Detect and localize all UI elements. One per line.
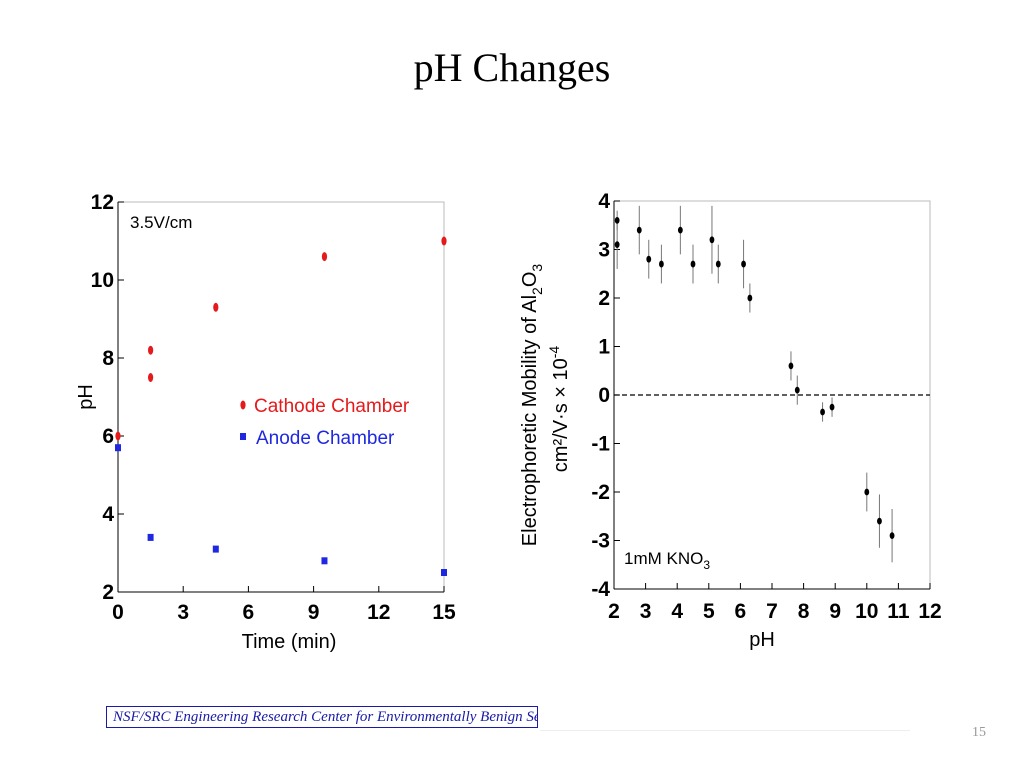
data-point (864, 488, 870, 496)
data-point (829, 403, 835, 411)
y-tick-label: 0 (598, 384, 610, 407)
legend-cathode-marker (240, 400, 246, 410)
x-tick-label: 3 (640, 600, 652, 623)
anode-point (212, 545, 219, 553)
y-axis-label: pH (75, 384, 97, 410)
x-tick-label: 3 (177, 601, 189, 624)
footer-divider (540, 730, 910, 731)
y-tick-label: 8 (102, 347, 114, 370)
y-axis-label-line2: cm²/V·s × 10-4 (546, 346, 572, 473)
y-tick-label: 10 (91, 269, 114, 292)
condition-annotation: 3.5V/cm (130, 213, 192, 232)
y-tick-label: -1 (591, 433, 610, 456)
data-point (709, 236, 715, 244)
data-point (614, 241, 620, 249)
y-tick-label: 1 (598, 336, 610, 359)
x-axis-label: pH (749, 629, 775, 651)
x-tick-label: 8 (798, 600, 810, 623)
y-tick-label: 12 (91, 191, 114, 214)
data-point (788, 362, 794, 370)
x-tick-label: 12 (918, 600, 941, 623)
page-number: 15 (972, 726, 986, 738)
cathode-point (441, 236, 447, 246)
data-point (877, 517, 882, 525)
x-tick-label: 12 (367, 601, 390, 624)
y-label-units: cm²/V·s × 10 (550, 358, 572, 472)
legend-cathode-label: Cathode Chamber (254, 396, 410, 417)
cathode-point (148, 345, 154, 355)
y-tick-label: -4 (591, 578, 610, 601)
x-tick-label: 9 (829, 600, 841, 623)
data-point (741, 260, 746, 268)
anode-point (115, 444, 121, 452)
data-point (659, 260, 664, 268)
x-tick-label: 9 (308, 601, 320, 624)
data-point (614, 217, 620, 224)
x-tick-label: 6 (243, 601, 255, 624)
cathode-point (321, 252, 328, 262)
data-point (747, 294, 753, 302)
electrolyte-annotation: 1mM KNO3 (624, 549, 710, 572)
y-tick-label: 2 (598, 287, 610, 310)
y-tick-label: 4 (102, 503, 114, 526)
data-point (646, 255, 652, 263)
x-tick-label: 5 (703, 600, 715, 623)
y-tick-label: 2 (102, 581, 114, 604)
data-point (794, 386, 800, 394)
data-point (636, 226, 642, 234)
footer-text: NSF/SRC Engineering Research Center for … (113, 709, 537, 725)
x-tick-label: 0 (112, 601, 124, 624)
x-tick-label: 7 (766, 600, 778, 623)
legend-anode-label: Anode Chamber (256, 428, 395, 449)
data-point (677, 226, 683, 234)
slide-title: pH Changes (413, 45, 611, 90)
x-tick-label: 15 (432, 601, 456, 624)
cathode-point (213, 302, 219, 312)
y-tick-label: 6 (102, 425, 114, 448)
data-point (820, 408, 825, 416)
data-point (889, 532, 895, 540)
anode-point (441, 569, 447, 576)
x-tick-label: 4 (671, 600, 683, 623)
y-tick-label: -2 (591, 481, 610, 504)
annot-text: 1mM KNO (624, 549, 703, 568)
y-label-text: Electrophoretic Mobility of Al (519, 295, 541, 546)
y-label-sub: 3 (529, 264, 545, 272)
y-axis-label-line1: Electrophoretic Mobility of Al2O3 (519, 264, 545, 547)
x-tick-label: 10 (855, 600, 878, 623)
y-tick-label: 4 (598, 190, 610, 213)
legend-anode-marker (240, 433, 246, 440)
y-label-sub: 2 (529, 287, 545, 295)
cathode-point (115, 431, 121, 441)
y-tick-label: 3 (598, 239, 610, 262)
cathode-point (148, 373, 154, 382)
y-tick-label: -3 (591, 530, 610, 553)
y-label-exp: -4 (546, 346, 562, 359)
anode-point (147, 533, 154, 541)
x-tick-label: 11 (887, 600, 910, 623)
x-axis-label: Time (min) (242, 631, 337, 653)
annot-sub: 3 (703, 558, 710, 572)
footer-banner: NSF/SRC Engineering Research Center for … (106, 706, 538, 728)
x-tick-label: 6 (735, 600, 747, 623)
data-point (715, 260, 721, 268)
anode-point (321, 557, 328, 565)
data-point (690, 260, 696, 268)
x-tick-label: 2 (608, 600, 620, 623)
y-label-mid: O (519, 272, 541, 288)
